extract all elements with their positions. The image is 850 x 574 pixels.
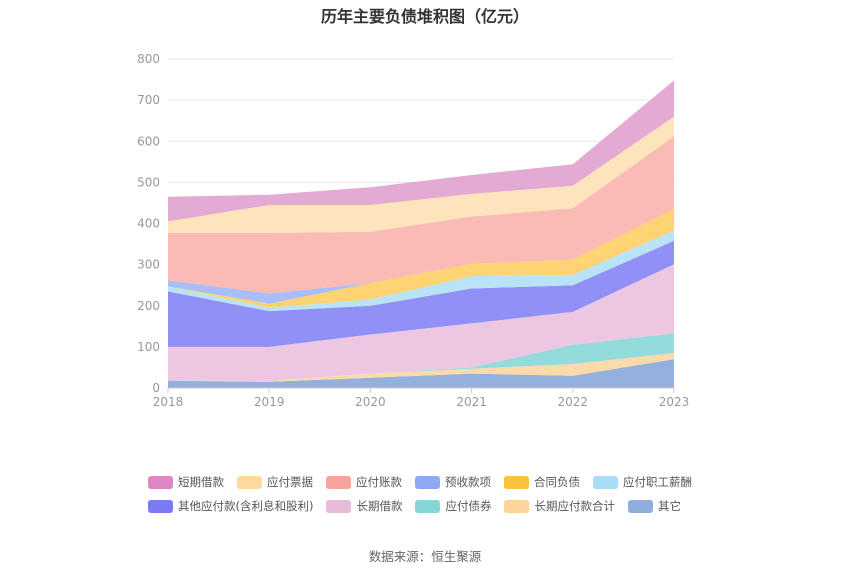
legend-label: 合同负债 — [534, 475, 580, 489]
area-series — [168, 80, 674, 388]
legend-swatch — [326, 499, 352, 513]
legend-item[interactable]: 短期借款 — [148, 474, 224, 490]
y-tick-label: 300 — [137, 258, 160, 272]
y-tick-label: 400 — [137, 217, 160, 231]
area-series-path — [168, 264, 674, 381]
y-tick-label: 200 — [137, 299, 160, 313]
legend-swatch — [148, 499, 173, 513]
x-tick-label: 2020 — [355, 395, 386, 409]
legend-label: 其他应付款(含利息和股利) — [178, 499, 314, 513]
legend-item[interactable]: 长期应付款合计 — [504, 498, 615, 514]
legend-item[interactable]: 应付职工薪酬 — [593, 474, 692, 490]
legend-swatch — [237, 475, 262, 489]
chart-title: 历年主要负债堆积图（亿元） — [320, 7, 529, 26]
legend-label: 短期借款 — [178, 475, 224, 489]
legend-item[interactable]: 合同负债 — [504, 474, 580, 490]
area-series-path — [168, 136, 674, 294]
x-tick-label: 2019 — [254, 395, 285, 409]
area-series-path — [168, 240, 674, 347]
legend-label: 长期借款 — [356, 499, 403, 513]
area-series-path — [168, 353, 674, 382]
y-tick-label: 700 — [137, 93, 160, 107]
legend: 短期借款 应付票据 应付账款 预收款项 合同负债 应付职工薪酬其他应付款(含利息和股利) 长… — [148, 470, 708, 518]
legend-label: 预收款项 — [445, 475, 491, 489]
legend-swatch — [504, 475, 529, 489]
axes: 0 100 200 300 400 500 600 700 800 2018 2019 2020 202… — [137, 52, 689, 409]
area-series-path — [168, 209, 674, 304]
legend-item[interactable]: 应付账款 — [326, 474, 402, 490]
legend-label: 应付职工薪酬 — [623, 475, 692, 489]
legend-swatch — [627, 499, 653, 513]
legend-row: 短期借款 应付票据 应付账款 预收款项 合同负债 应付职工薪酬 — [148, 470, 708, 494]
legend-item[interactable]: 其他应付款(含利息和股利) — [148, 498, 313, 514]
x-tick-label: 2021 — [456, 395, 487, 409]
legend-swatch — [415, 475, 440, 489]
legend-label: 其它 — [657, 499, 681, 513]
legend-item[interactable]: 应付票据 — [237, 474, 313, 490]
legend-item[interactable]: 其它 — [627, 498, 681, 514]
legend-swatch — [415, 499, 441, 513]
y-tick-label: 500 — [137, 175, 160, 189]
y-tick-label: 600 — [137, 134, 160, 148]
legend-swatch — [504, 499, 530, 513]
y-tick-label: 100 — [137, 340, 160, 354]
legend-swatch — [593, 475, 618, 489]
legend-row: 其他应付款(含利息和股利) 长期借款 应付债券 长期应付款合计 其它 — [148, 494, 708, 518]
area-series-path — [168, 333, 674, 381]
legend-item[interactable]: 预收款项 — [415, 474, 491, 490]
x-tick-label: 2022 — [558, 395, 589, 409]
x-tick-label: 2023 — [659, 395, 690, 409]
legend-label: 长期应付款合计 — [534, 499, 615, 513]
y-tick-label: 0 — [152, 381, 160, 395]
area-series-path — [168, 230, 674, 312]
legend-label: 应付票据 — [267, 475, 313, 489]
legend-label: 应付债券 — [445, 499, 492, 513]
legend-label: 应付账款 — [356, 475, 402, 489]
data-source: 数据来源：恒生聚源 — [368, 549, 482, 564]
legend-swatch — [148, 475, 173, 489]
area-series-path — [168, 80, 674, 222]
legend-item[interactable]: 长期借款 — [326, 498, 402, 514]
legend-item[interactable]: 应付债券 — [415, 498, 491, 514]
area-series-path — [168, 116, 674, 233]
y-tick-label: 800 — [137, 52, 160, 66]
area-series-path — [168, 359, 674, 388]
legend-swatch — [326, 475, 351, 489]
x-tick-label: 2018 — [153, 395, 184, 409]
